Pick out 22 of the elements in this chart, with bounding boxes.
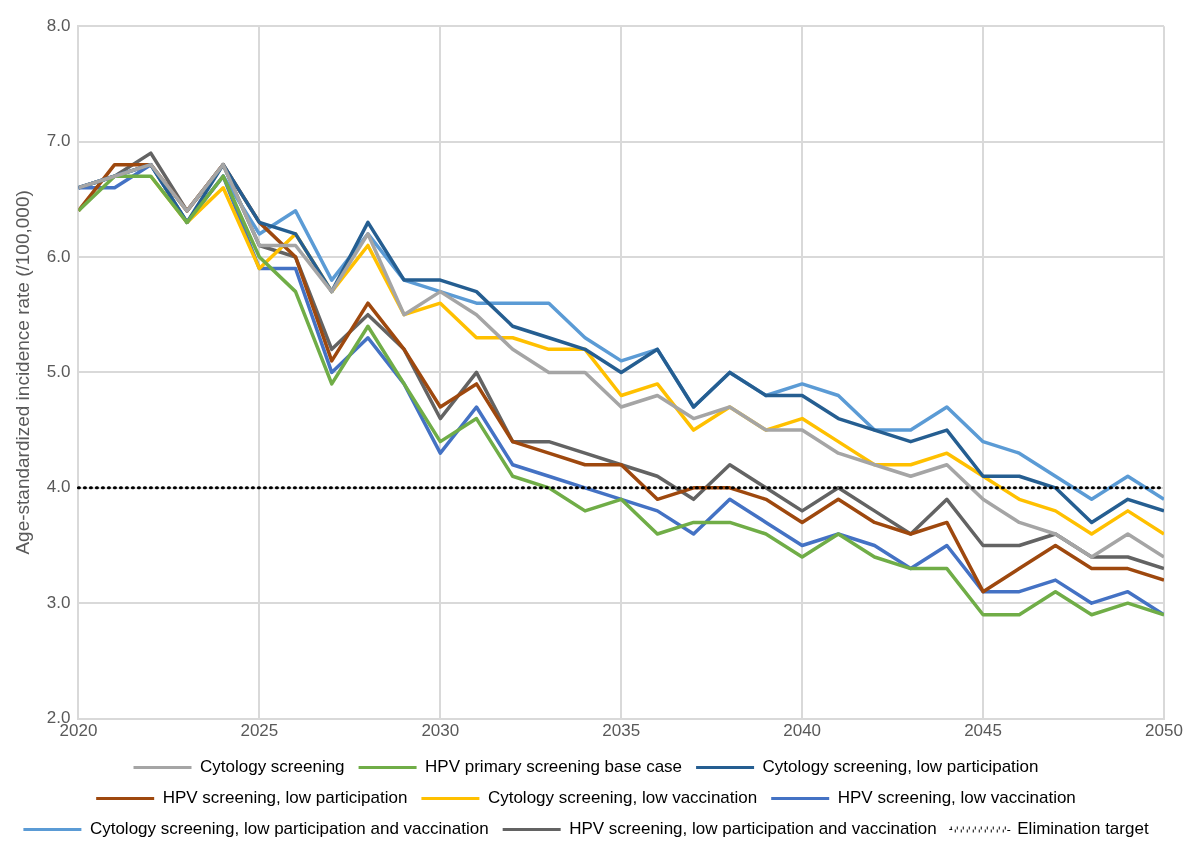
- y-tick-label: 7.0: [46, 131, 71, 151]
- legend-label: HPV screening, low vaccination: [837, 788, 1076, 808]
- y-tick-label: 4.0: [46, 477, 71, 497]
- legend-label: Cytology screening, low participation: [762, 757, 1039, 777]
- x-tick-label: 2025: [240, 721, 279, 741]
- legend-label: Cytology screening, low participation and vaccination: [89, 819, 489, 839]
- legend-label: HPV primary screening base case: [425, 757, 683, 777]
- y-axis-title: Age-standardized incidence rate (/100,000): [11, 190, 33, 555]
- y-tick-label: 3.0: [46, 592, 71, 612]
- x-tick-label: 2045: [964, 721, 1002, 741]
- x-tick-label: 2040: [783, 721, 822, 741]
- x-tick-label: 2050: [1145, 721, 1183, 741]
- x-tick-label: 2035: [602, 721, 641, 741]
- x-tick-label: 2030: [421, 721, 460, 741]
- legend-label: HPV screening, low participation and vaccination: [569, 819, 937, 839]
- y-tick-label: 8.0: [46, 15, 71, 35]
- y-tick-label: 5.0: [46, 362, 71, 382]
- legend-label: Cytology screening: [200, 757, 345, 777]
- legend-label: Cytology screening, low vaccination: [487, 788, 758, 808]
- legend-label: Elimination target: [1017, 819, 1149, 839]
- y-tick-label: 6.0: [46, 246, 71, 266]
- legend-label: HPV screening, low participation: [162, 788, 408, 808]
